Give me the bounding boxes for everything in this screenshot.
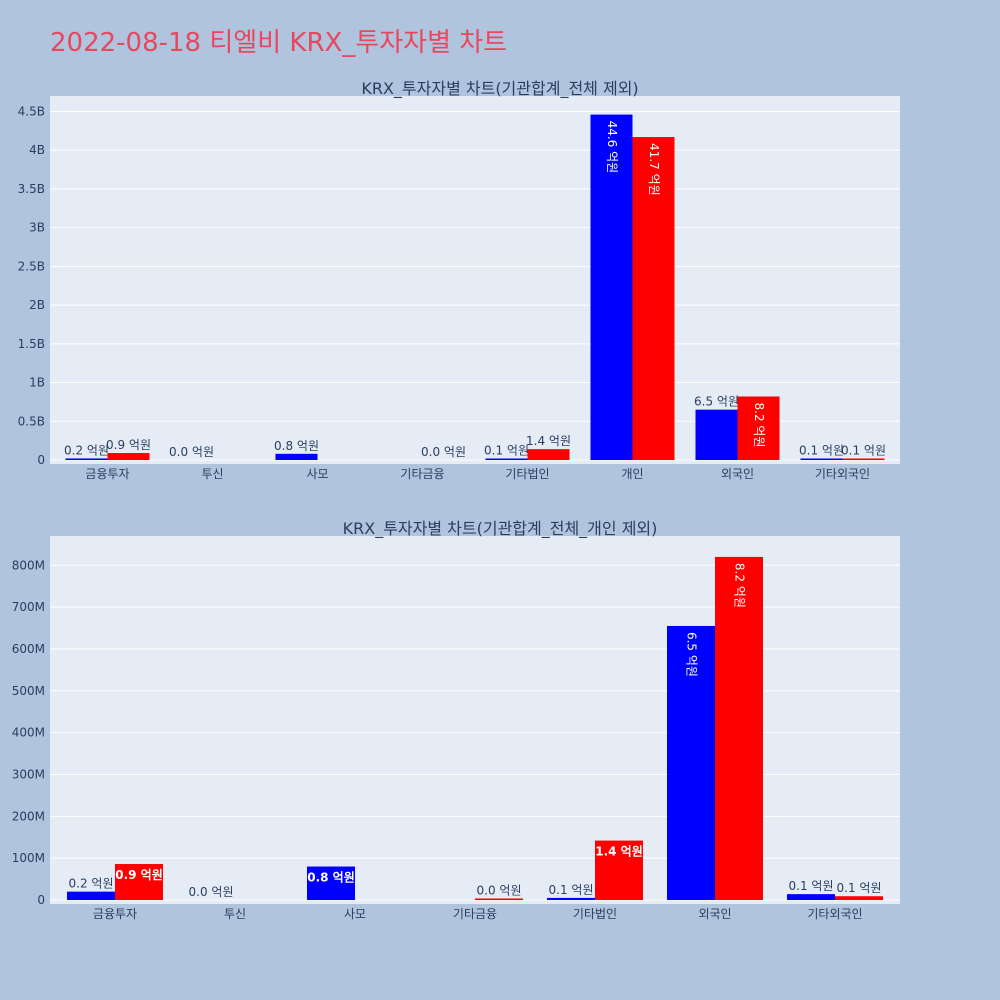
bar-data-label: 41.7 억원: [647, 143, 661, 196]
bar-data-label: 0.0 억원: [189, 885, 234, 899]
bar-data-label: 0.0 억원: [477, 884, 522, 898]
chart-title: KRX_투자자별 차트(기관합계_전체_개인 제외): [343, 519, 658, 539]
sell-bar: [475, 898, 523, 900]
y-tick-label: 400M: [12, 726, 45, 740]
x-tick-label: 금융투자: [93, 907, 137, 921]
bar-data-label: 1.4 억원: [595, 845, 643, 859]
x-tick-label: 투신: [201, 467, 223, 481]
bar-data-label: 0.1 억원: [549, 883, 594, 897]
sell-bar: [632, 137, 675, 460]
bar-data-label: 0.9 억원: [115, 868, 163, 882]
bar-data-label: 0.0 억원: [169, 445, 214, 459]
y-tick-label: 3.5B: [18, 182, 45, 196]
y-tick-label: 1.5B: [18, 337, 45, 351]
bar-data-label: 0.1 억원: [799, 444, 844, 458]
bar-data-label: 0.2 억원: [69, 877, 114, 891]
y-tick-label: 4.5B: [18, 104, 45, 118]
y-tick-label: 100M: [12, 851, 45, 865]
buy-bar: [307, 866, 355, 900]
x-tick-label: 사모: [306, 467, 328, 481]
buy-bar: [800, 458, 843, 460]
y-tick-label: 600M: [12, 642, 45, 656]
x-tick-label: 금융투자: [85, 467, 129, 481]
y-tick-label: 3B: [29, 221, 45, 235]
chart-title: KRX_투자자별 차트(기관합계_전체 제외): [361, 79, 638, 99]
x-tick-label: 기타법인: [505, 467, 549, 481]
sell-bar: [835, 896, 883, 900]
y-tick-label: 700M: [12, 600, 45, 614]
y-tick-label: 0.5B: [18, 414, 45, 428]
y-tick-label: 0: [37, 453, 45, 467]
chart-2: KRX_투자자별 차트(기관합계_전체_개인 제외) 0 100M 200M 300M 4…: [12, 519, 900, 921]
bar-data-label: 44.6 억원: [605, 121, 619, 174]
bar-data-label: 8.2 억원: [733, 563, 747, 608]
y-tick-label: 4B: [29, 143, 45, 157]
buy-bar: [67, 891, 115, 900]
y-tick-label: 1B: [29, 376, 45, 390]
y-tick-label: 2B: [29, 298, 45, 312]
bar-data-label: 1.4 억원: [526, 434, 571, 448]
sell-bar: [595, 840, 643, 900]
buy-bar: [667, 625, 715, 900]
bar-data-label: 0.2 억원: [64, 443, 109, 457]
y-tick-label: 800M: [12, 558, 45, 572]
x-tick-label: 개인: [621, 467, 643, 481]
bar-data-label: 6.5 억원: [685, 632, 699, 677]
sell-bar: [715, 556, 763, 900]
x-tick-label: 기타외국인: [815, 467, 870, 481]
x-tick-label: 기타법인: [573, 907, 617, 921]
bar-data-label: 0.0 억원: [421, 445, 466, 459]
chart-1: KRX_투자자별 차트(기관합계_전체 제외) 0 0.5B 1B 1.5B 2B 2.5B…: [18, 79, 900, 481]
x-tick-label: 기타금융: [400, 467, 444, 481]
buy-bar: [787, 894, 835, 900]
y-tick-label: 300M: [12, 767, 45, 781]
sell-bar: [737, 396, 780, 460]
buy-bar: [275, 453, 318, 460]
bar-data-label: 0.1 억원: [841, 444, 886, 458]
sell-bar: [842, 458, 885, 460]
x-tick-label: 기타외국인: [807, 907, 862, 921]
plot-area: [50, 536, 900, 904]
bar-data-label: 6.5 억원: [694, 395, 739, 409]
sell-bar: [115, 864, 163, 900]
sell-bar: [107, 453, 150, 460]
x-tick-label: 외국인: [721, 467, 754, 481]
bar-data-label: 8.2 억원: [752, 402, 766, 447]
bar-data-label: 0.1 억원: [789, 879, 834, 893]
sell-bar: [527, 449, 570, 460]
x-tick-label: 기타금융: [453, 907, 497, 921]
bar-data-label: 0.8 억원: [307, 871, 355, 885]
buy-bar: [485, 458, 528, 460]
buy-bar: [547, 897, 595, 900]
x-tick-label: 사모: [344, 907, 366, 921]
y-tick-label: 200M: [12, 809, 45, 823]
bar-data-label: 0.8 억원: [274, 439, 319, 453]
y-tick-label: 500M: [12, 684, 45, 698]
x-tick-label: 투신: [224, 907, 246, 921]
page-title: 2022-08-18 티엘비 KRX_투자자별 차트: [50, 28, 508, 58]
buy-bar: [590, 114, 633, 461]
x-tick-label: 외국인: [698, 907, 731, 921]
bar-data-label: 0.9 억원: [106, 438, 151, 452]
buy-bar: [65, 458, 108, 460]
y-tick-label: 0: [37, 893, 45, 907]
buy-bar: [695, 409, 738, 460]
bar-data-label: 0.1 억원: [837, 881, 882, 895]
y-tick-label: 2.5B: [18, 259, 45, 273]
bar-data-label: 0.1 억원: [484, 444, 529, 458]
